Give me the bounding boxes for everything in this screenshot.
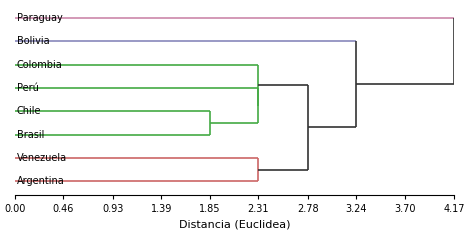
- Text: Argentina: Argentina: [17, 176, 65, 186]
- Text: Venezuela: Venezuela: [17, 153, 67, 163]
- Text: Bolivia: Bolivia: [17, 37, 50, 47]
- Text: Brasil: Brasil: [17, 130, 45, 140]
- Text: Chile: Chile: [17, 106, 41, 116]
- X-axis label: Distancia (Euclidea): Distancia (Euclidea): [179, 220, 290, 230]
- Text: Perú: Perú: [17, 83, 39, 93]
- Text: Colombia: Colombia: [17, 60, 63, 70]
- Text: Paraguay: Paraguay: [17, 13, 63, 23]
